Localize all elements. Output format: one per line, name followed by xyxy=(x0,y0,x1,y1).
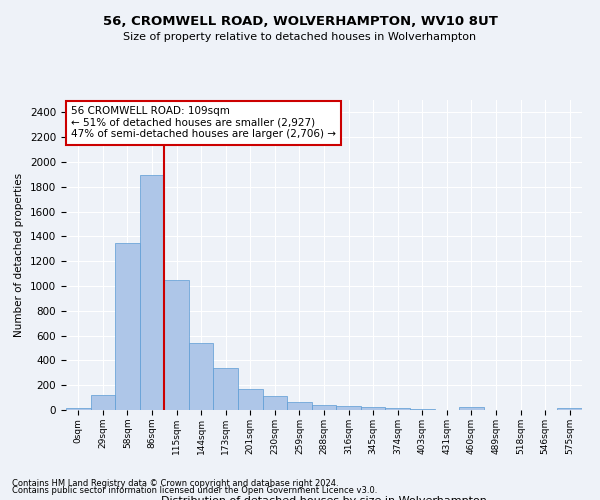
Bar xyxy=(385,408,410,410)
Bar xyxy=(557,408,582,410)
Bar xyxy=(459,407,484,410)
X-axis label: Distribution of detached houses by size in Wolverhampton: Distribution of detached houses by size … xyxy=(161,496,487,500)
Bar xyxy=(336,406,361,410)
Bar xyxy=(164,280,189,410)
Text: 56 CROMWELL ROAD: 109sqm
← 51% of detached houses are smaller (2,927)
47% of sem: 56 CROMWELL ROAD: 109sqm ← 51% of detach… xyxy=(71,106,336,140)
Bar xyxy=(140,175,164,410)
Bar xyxy=(361,407,385,410)
Bar xyxy=(238,389,263,410)
Y-axis label: Number of detached properties: Number of detached properties xyxy=(14,173,25,337)
Text: Contains public sector information licensed under the Open Government Licence v3: Contains public sector information licen… xyxy=(12,486,377,495)
Bar xyxy=(214,368,238,410)
Text: 56, CROMWELL ROAD, WOLVERHAMPTON, WV10 8UT: 56, CROMWELL ROAD, WOLVERHAMPTON, WV10 8… xyxy=(103,15,497,28)
Bar xyxy=(115,243,140,410)
Text: Size of property relative to detached houses in Wolverhampton: Size of property relative to detached ho… xyxy=(124,32,476,42)
Bar xyxy=(263,396,287,410)
Bar xyxy=(189,343,214,410)
Bar xyxy=(287,402,312,410)
Bar xyxy=(410,409,434,410)
Text: Contains HM Land Registry data © Crown copyright and database right 2024.: Contains HM Land Registry data © Crown c… xyxy=(12,478,338,488)
Bar xyxy=(312,405,336,410)
Bar xyxy=(66,408,91,410)
Bar xyxy=(91,394,115,410)
